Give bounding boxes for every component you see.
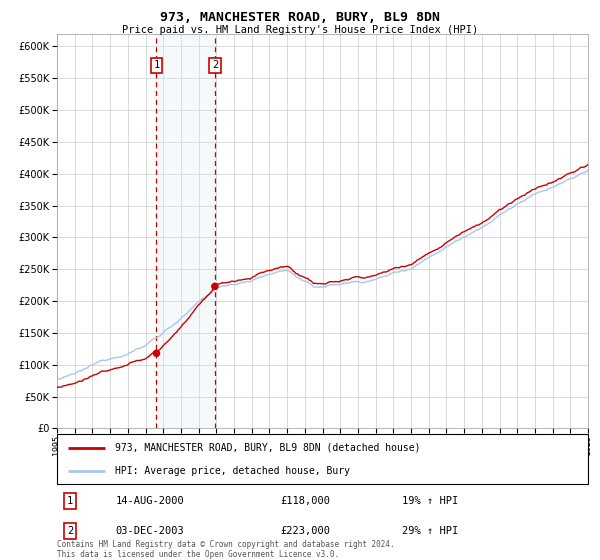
Point bbox=[210, 282, 220, 291]
Text: 1: 1 bbox=[154, 60, 160, 71]
Text: £223,000: £223,000 bbox=[280, 526, 330, 535]
Text: 1: 1 bbox=[67, 496, 73, 506]
Text: 2: 2 bbox=[212, 60, 218, 71]
FancyBboxPatch shape bbox=[57, 434, 588, 484]
Text: 2: 2 bbox=[67, 526, 73, 535]
Text: 03-DEC-2003: 03-DEC-2003 bbox=[115, 526, 184, 535]
Text: Price paid vs. HM Land Registry's House Price Index (HPI): Price paid vs. HM Land Registry's House … bbox=[122, 25, 478, 35]
Point bbox=[152, 349, 161, 358]
Text: 973, MANCHESTER ROAD, BURY, BL9 8DN: 973, MANCHESTER ROAD, BURY, BL9 8DN bbox=[160, 11, 440, 24]
Text: 19% ↑ HPI: 19% ↑ HPI bbox=[402, 496, 458, 506]
Text: £118,000: £118,000 bbox=[280, 496, 330, 506]
Text: 973, MANCHESTER ROAD, BURY, BL9 8DN (detached house): 973, MANCHESTER ROAD, BURY, BL9 8DN (det… bbox=[115, 442, 421, 452]
Text: 29% ↑ HPI: 29% ↑ HPI bbox=[402, 526, 458, 535]
Text: Contains HM Land Registry data © Crown copyright and database right 2024.
This d: Contains HM Land Registry data © Crown c… bbox=[57, 540, 395, 559]
Bar bbox=[157, 34, 215, 428]
Text: 14-AUG-2000: 14-AUG-2000 bbox=[115, 496, 184, 506]
Text: HPI: Average price, detached house, Bury: HPI: Average price, detached house, Bury bbox=[115, 466, 350, 476]
